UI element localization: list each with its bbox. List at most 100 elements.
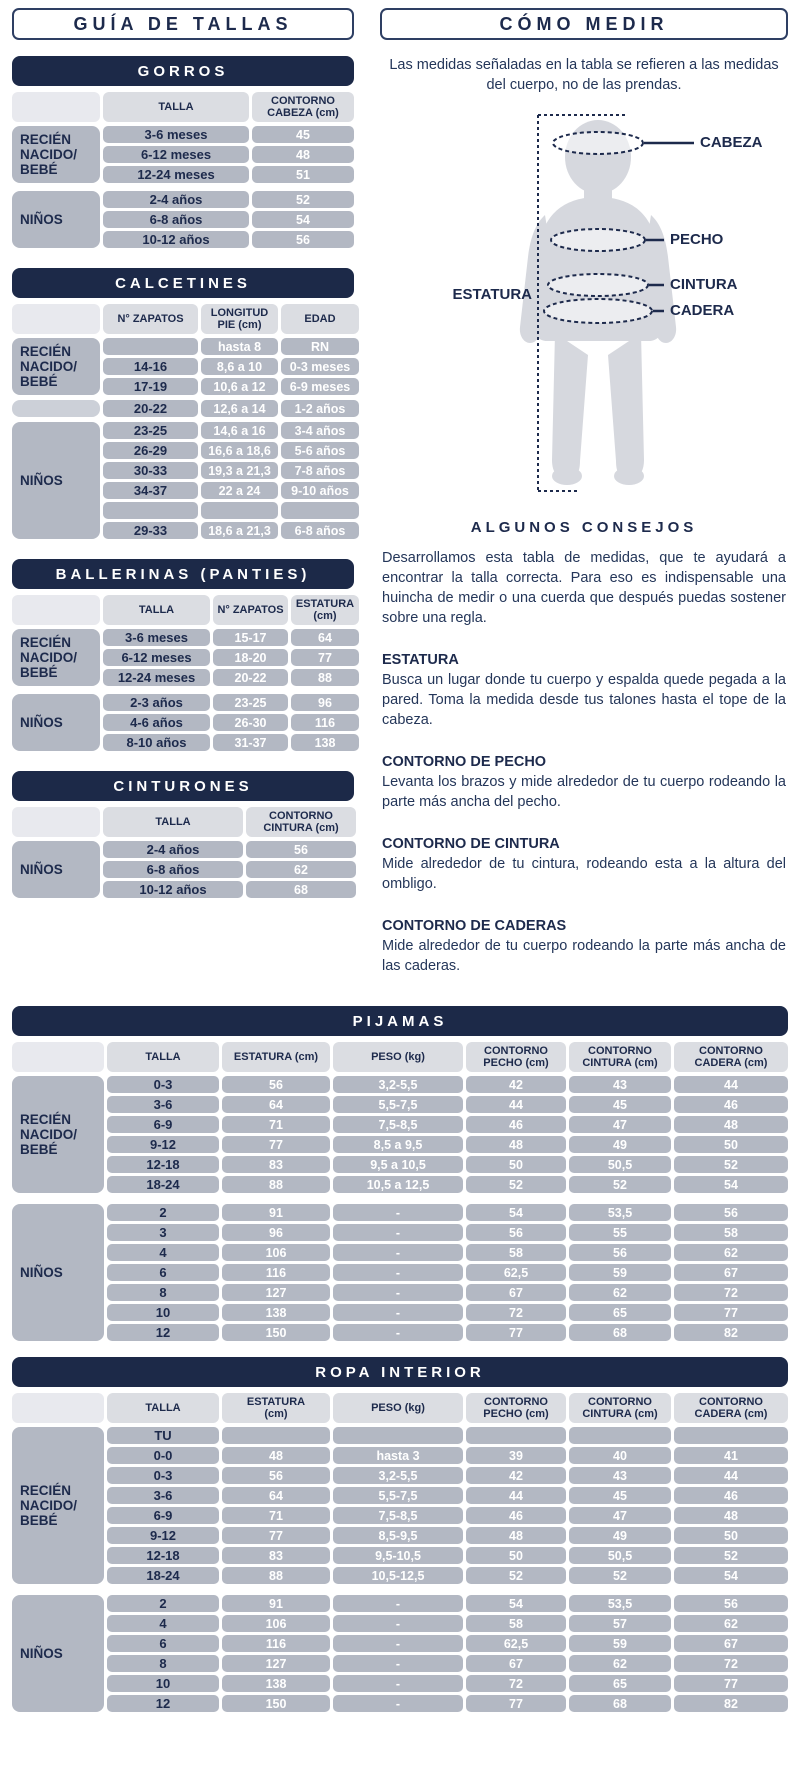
table-cell: 0-3 meses (281, 358, 359, 375)
table-row: 12-18 83 9,5 a 10,5 50 50,5 52 (107, 1156, 788, 1174)
table-cell: 65 (569, 1675, 671, 1693)
table-row: 9-12 77 8,5 a 9,5 48 49 50 (107, 1136, 788, 1154)
table-cell: 52 (466, 1176, 566, 1194)
column-header: ESTATURA (cm) (222, 1042, 330, 1073)
table-corner-cell (12, 595, 100, 625)
table-cell: 71 (222, 1116, 330, 1134)
group-label: NIÑOS (12, 841, 100, 898)
table-cell: hasta 3 (333, 1447, 463, 1465)
table-cell: 96 (291, 694, 359, 711)
table-row: 4 106-58 57 62 (107, 1615, 788, 1633)
table-cell: 2-3 años (103, 694, 210, 711)
table-row: 26-29 16,6 a 18,6 5-6 años (103, 442, 359, 459)
table-row: 3-6 meses 45 (103, 126, 354, 143)
tip-text: Levanta los brazos y mide alrededor de t… (382, 774, 786, 811)
column-header: CONTORNO PECHO (cm) (466, 1393, 566, 1424)
table-cell: 50 (674, 1136, 788, 1154)
table-header-row: TALLA ESTATURA (cm) PESO (kg) CONTORNO PECH… (12, 1042, 788, 1073)
table-cell (103, 338, 198, 355)
column-header: CONTORNO CADERA (cm) (674, 1042, 788, 1073)
table-cell: 45 (569, 1096, 671, 1114)
table-cell: 44 (674, 1467, 788, 1485)
table-row: 8-10 años 31-37 138 (103, 734, 359, 751)
table-cell: - (333, 1304, 463, 1322)
table-row: 8 127-67 62 72 (107, 1284, 788, 1302)
hip-measure-ellipse (543, 298, 653, 325)
table-row: 23-25 14,6 a 16 3-4 años (103, 422, 359, 439)
table-cell: 39 (466, 1447, 566, 1465)
table-cell: 34-37 (103, 482, 198, 499)
table-cell: 12,6 a 14 (201, 400, 278, 417)
table-cell: 10 (107, 1675, 219, 1693)
chest-measure-ellipse (550, 228, 646, 253)
cintura-label: CINTURA (670, 276, 738, 294)
column-header: CONTORNO CINTURA (cm) (246, 807, 356, 837)
table-cell: 8 (107, 1284, 219, 1302)
table-cell: 4-6 años (103, 714, 210, 731)
group-label: RECIÉN NACIDO/ BEBÉ (12, 629, 100, 686)
table-cell: 68 (569, 1324, 671, 1342)
table-cell: 6-12 meses (103, 146, 249, 163)
table-row: 6-12 meses 18-20 77 (103, 649, 359, 666)
table-cell: 77 (466, 1695, 566, 1713)
table-cell: 48 (674, 1507, 788, 1525)
table-cell: - (333, 1695, 463, 1713)
table-cell: 58 (466, 1244, 566, 1262)
table-cell: 31-37 (213, 734, 288, 751)
table-cell: 6-8 años (103, 861, 243, 878)
column-header: PESO (kg) (333, 1393, 463, 1424)
table-rows: TU 0-0 48 hasta 3 39 40 41 0-3 56 3,2-5,5 42 43 44 3-… (107, 1427, 788, 1713)
table-cell: 150 (222, 1324, 330, 1342)
table-row: 12-24 meses 20-22 88 (103, 669, 359, 686)
table-row: 34-37 22 a 24 9-10 años (103, 482, 359, 499)
table-header-row: N° ZAPATOS LONGITUD PIE (cm) EDAD (12, 304, 359, 334)
column-header: TALLA (107, 1042, 219, 1073)
table-cell: 40 (569, 1447, 671, 1465)
table-cell: 14,6 a 16 (201, 422, 278, 439)
table-cell: 44 (466, 1096, 566, 1114)
table-cell: 91 (222, 1204, 330, 1222)
size-table-pijamas: PIJAMAS TALLA ESTATURA (cm) PESO (kg) CONTOR… (12, 1006, 788, 1342)
table-cell: 56 (569, 1244, 671, 1262)
table-cell: 14-16 (103, 358, 198, 375)
table-cell: 77 (674, 1675, 788, 1693)
column-header: N° ZAPATOS (213, 595, 288, 625)
size-table-ropa-interior: ROPA INTERIOR TALLA ESTATURA (cm) PESO (kg)… (12, 1357, 788, 1713)
cadera-label: CADERA (670, 302, 735, 320)
table-cell: 68 (569, 1695, 671, 1713)
table-cell: 5,5-7,5 (333, 1096, 463, 1114)
table-cell: 72 (674, 1655, 788, 1673)
table-cell: 6-9 (107, 1116, 219, 1134)
table-cell: 77 (222, 1527, 330, 1545)
table-cell: - (333, 1324, 463, 1342)
table-cell: 67 (674, 1264, 788, 1282)
table-header-row: TALLA CONTORNO CABEZA (cm) (12, 92, 354, 122)
group-label: NIÑOS (12, 1595, 104, 1713)
table-cell: 8 (107, 1655, 219, 1673)
column-header: CONTORNO CADERA (cm) (674, 1393, 788, 1424)
table-cell: 9-12 (107, 1527, 219, 1545)
table-cell: 51 (252, 166, 354, 183)
table-row: 2 91-54 53,5 56 (107, 1595, 788, 1613)
table-row: 6-12 meses 48 (103, 146, 354, 163)
table-row: 10-12 años 68 (103, 881, 356, 898)
table-cell: 57 (569, 1615, 671, 1633)
table-cell: 138 (291, 734, 359, 751)
table-cell: 3-6 meses (103, 126, 249, 143)
table-cell: 54 (466, 1595, 566, 1613)
table-corner-cell (12, 1393, 104, 1424)
table-cell: 48 (222, 1447, 330, 1465)
table-cell: 9,5-10,5 (333, 1547, 463, 1565)
column-header: TALLA (103, 595, 210, 625)
group-label: NIÑOS (12, 694, 100, 751)
left-column: GUÍA DE TALLAS GORROS TALLA CONTORNO CABEZ… (12, 8, 359, 1000)
column-header: PESO (kg) (333, 1042, 463, 1073)
table-cell (674, 1427, 788, 1445)
table-cell: 52 (674, 1547, 788, 1565)
table-cell: 8,6 a 10 (201, 358, 278, 375)
table-row: 10 138-72 65 77 (107, 1304, 788, 1322)
group-label: NIÑOS (12, 191, 100, 248)
table-cell: 54 (674, 1176, 788, 1194)
table-cell: 3-6 (107, 1096, 219, 1114)
